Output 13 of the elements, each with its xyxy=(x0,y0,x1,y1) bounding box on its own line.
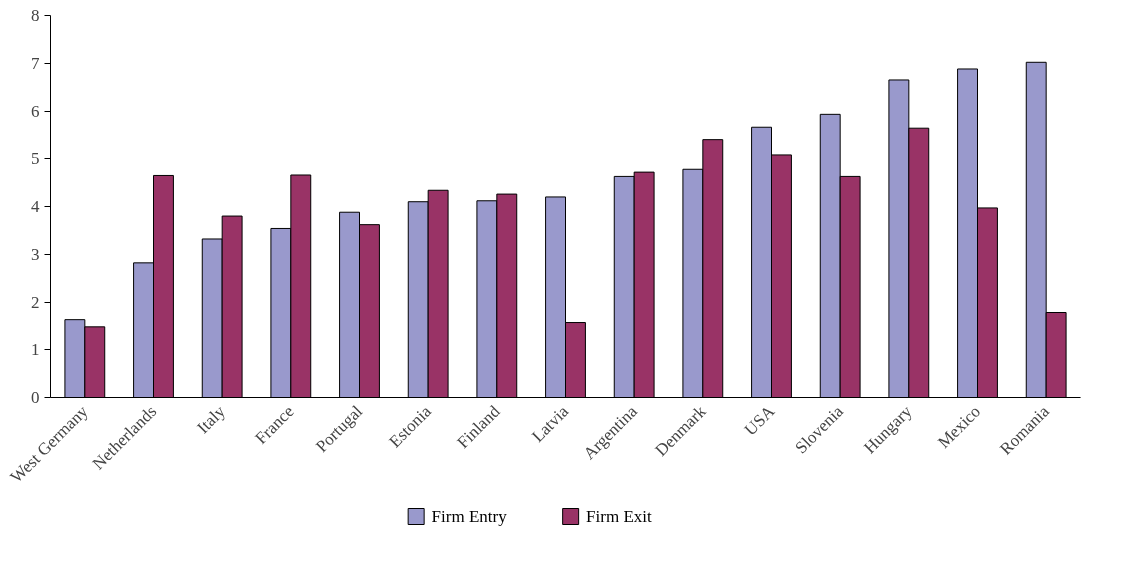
y-tick-label: 4 xyxy=(31,197,40,216)
y-tick-label: 3 xyxy=(31,244,40,264)
x-tick-label: Italy xyxy=(193,401,230,438)
y-tick-label: 5 xyxy=(31,149,40,169)
legend-label: Firm Exit xyxy=(586,507,653,526)
legend-label: Firm Entry xyxy=(431,507,508,526)
y-tick-label: 0 xyxy=(31,388,40,407)
y-tick-label: 2 xyxy=(31,292,40,312)
y-tick-label: 7 xyxy=(31,53,40,73)
y-tick-label: 6 xyxy=(31,101,40,121)
y-tick-label: 8 xyxy=(31,6,40,25)
y-tick-label: 1 xyxy=(31,340,40,360)
x-tick-label: USA xyxy=(740,401,779,440)
